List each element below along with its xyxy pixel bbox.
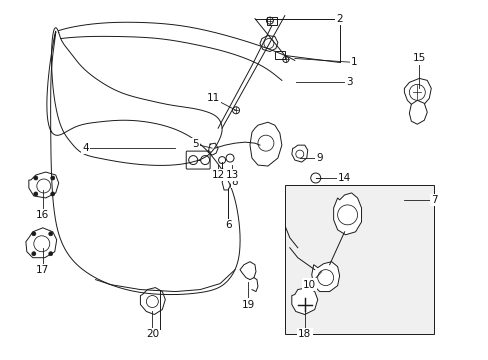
Circle shape — [51, 176, 55, 180]
Text: 3: 3 — [346, 77, 352, 87]
Bar — [266, 17, 276, 24]
Polygon shape — [311, 262, 339, 292]
Text: 5: 5 — [191, 139, 198, 149]
Circle shape — [51, 192, 55, 196]
Text: 14: 14 — [337, 173, 350, 183]
Text: 10: 10 — [303, 280, 316, 289]
Text: 11: 11 — [206, 93, 219, 103]
Bar — [274, 51, 285, 59]
Polygon shape — [249, 122, 281, 166]
Text: 18: 18 — [298, 329, 311, 339]
Polygon shape — [291, 145, 307, 162]
Text: 7: 7 — [430, 195, 437, 205]
Circle shape — [32, 252, 36, 256]
Text: 12: 12 — [211, 170, 224, 180]
Circle shape — [49, 232, 53, 236]
Text: 15: 15 — [412, 54, 425, 63]
Text: 2: 2 — [336, 14, 342, 24]
Circle shape — [34, 176, 38, 180]
Polygon shape — [333, 193, 361, 235]
Text: 13: 13 — [225, 170, 238, 180]
Polygon shape — [29, 172, 59, 198]
Text: 6: 6 — [224, 220, 231, 230]
Text: 9: 9 — [316, 153, 323, 163]
Text: 8: 8 — [231, 177, 238, 187]
Polygon shape — [240, 262, 255, 280]
Text: 16: 16 — [36, 210, 49, 220]
Polygon shape — [26, 228, 57, 258]
Polygon shape — [404, 78, 430, 106]
Polygon shape — [408, 100, 427, 124]
Polygon shape — [291, 288, 317, 315]
Circle shape — [34, 192, 38, 196]
Polygon shape — [140, 288, 165, 315]
Text: 20: 20 — [145, 329, 159, 339]
Polygon shape — [260, 36, 277, 51]
Text: 17: 17 — [36, 265, 49, 275]
Text: 4: 4 — [82, 143, 89, 153]
Circle shape — [49, 252, 53, 256]
Circle shape — [32, 232, 36, 236]
Bar — [285, 185, 433, 334]
Text: 1: 1 — [350, 58, 357, 67]
Text: 19: 19 — [241, 300, 254, 310]
